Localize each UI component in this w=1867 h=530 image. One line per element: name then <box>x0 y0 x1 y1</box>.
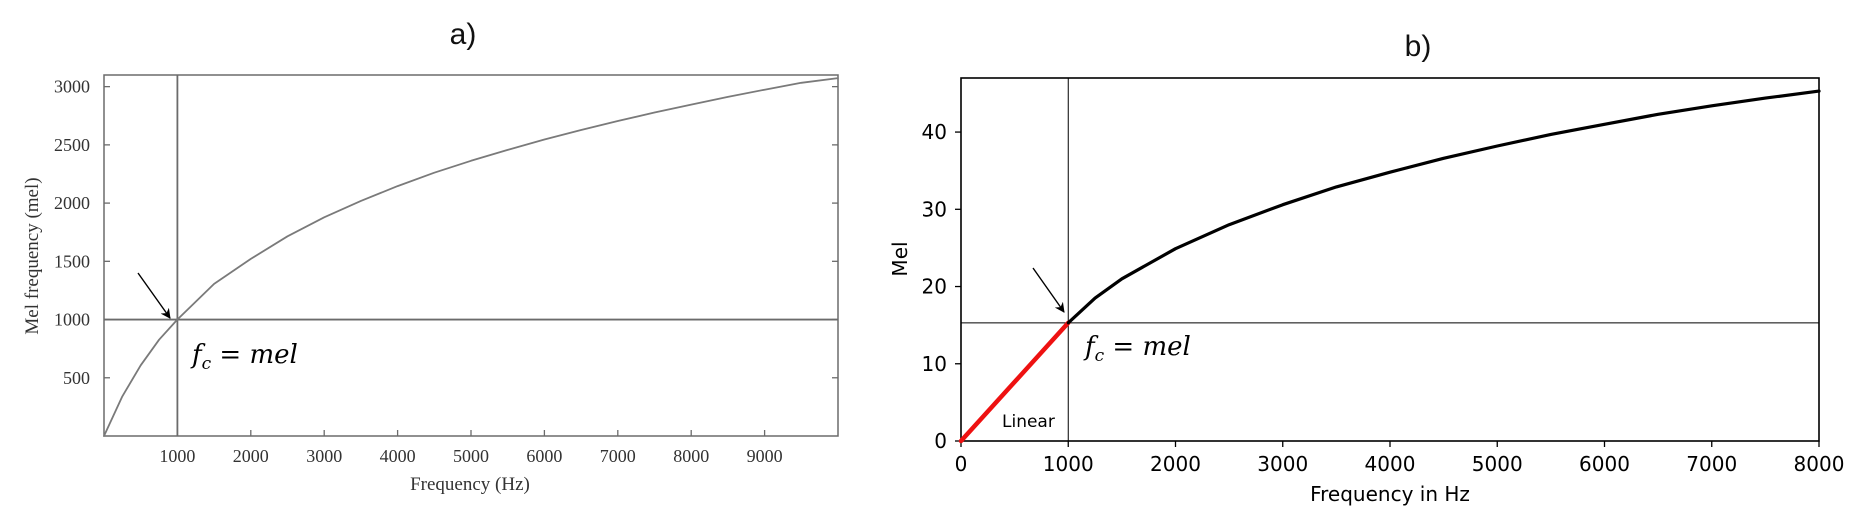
x-tick-label: 7000 <box>1686 452 1737 476</box>
y-tick-label: 0 <box>934 429 947 453</box>
series-line-0 <box>103 77 839 437</box>
panel-a-y-axis-label: Mel frequency (mel) <box>22 177 43 334</box>
y-tick-label: 2500 <box>54 135 90 155</box>
y-tick-label: 3000 <box>54 77 90 97</box>
chart-panel-a: a) 1000 2000 3000 4000 5000 6000 7000 8000 9000 5… <box>22 18 839 495</box>
series-line-0 <box>958 320 1071 444</box>
panel-a-annotation: fc = mel <box>190 340 298 374</box>
panel-b-ticks: 0 1000 2000 3000 4000 5000 6000 7000 8000 0 10 20 30… <box>922 120 1845 476</box>
panel-a-series <box>103 77 839 437</box>
panel-b-x-axis-label: Frequency in Hz <box>1310 482 1470 506</box>
x-tick-label: 6000 <box>1579 452 1630 476</box>
x-tick-label: 5000 <box>1472 452 1523 476</box>
x-tick-label: 0 <box>955 452 968 476</box>
x-tick-label: 5000 <box>453 446 489 466</box>
y-tick-label: 20 <box>922 275 947 299</box>
x-tick-label: 7000 <box>600 446 636 466</box>
y-tick-label: 30 <box>922 197 947 221</box>
panel-b-arrow <box>1032 267 1065 313</box>
x-tick-label: 1000 <box>159 446 195 466</box>
x-tick-label: 6000 <box>526 446 562 466</box>
series-line-1 <box>1066 89 1821 325</box>
y-tick-label: 1000 <box>54 310 90 330</box>
x-tick-label: 3000 <box>1257 452 1308 476</box>
x-tick-label: 4000 <box>380 446 416 466</box>
y-tick-label: 10 <box>922 352 947 376</box>
panel-a-arrow <box>137 272 171 319</box>
y-tick-label: 40 <box>922 120 947 144</box>
x-tick-label: 8000 <box>673 446 709 466</box>
x-tick-label: 3000 <box>306 446 342 466</box>
panel-a-plot-frame <box>103 74 839 437</box>
chart-panel-b: b) 0 1000 2000 3000 4000 5000 6000 7000 8000 0 10 2… <box>888 30 1844 506</box>
y-tick-label: 500 <box>63 368 90 388</box>
x-tick-label: 2000 <box>1150 452 1201 476</box>
panel-a-title: a) <box>450 18 477 51</box>
x-tick-label: 1000 <box>1043 452 1094 476</box>
panel-b-annotation: fc = mel <box>1083 332 1191 366</box>
x-tick-label: 9000 <box>747 446 783 466</box>
panel-b-linear-label: Linear <box>1002 412 1055 432</box>
panel-b-plot-frame <box>960 77 1820 442</box>
x-tick-label: 4000 <box>1365 452 1416 476</box>
x-tick-label: 2000 <box>233 446 269 466</box>
panel-b-y-axis-label: Mel <box>888 241 912 276</box>
panel-a-x-axis-label: Frequency (Hz) <box>410 474 530 495</box>
y-tick-label: 1500 <box>54 251 90 271</box>
y-tick-label: 2000 <box>54 193 90 213</box>
panel-b-series <box>958 89 1821 444</box>
panel-a-ticks: 1000 2000 3000 4000 5000 6000 7000 8000 9000 500 1… <box>54 77 838 466</box>
x-tick-label: 8000 <box>1794 452 1845 476</box>
panel-b-title: b) <box>1405 30 1432 63</box>
